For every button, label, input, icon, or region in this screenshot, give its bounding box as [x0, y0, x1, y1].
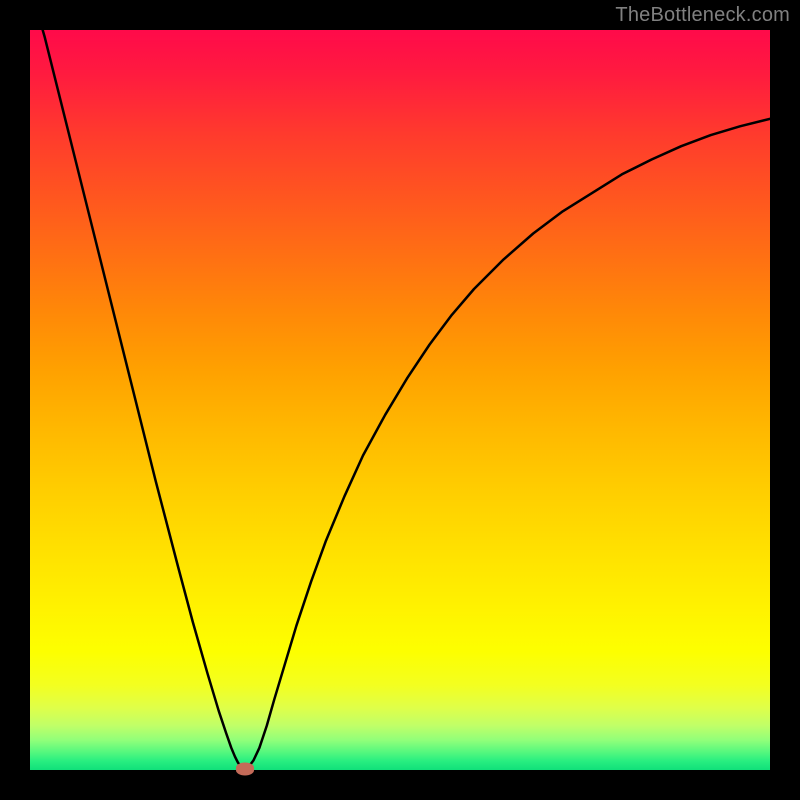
- chart-stage: TheBottleneck.com: [0, 0, 800, 800]
- watermark-text: TheBottleneck.com: [615, 4, 790, 27]
- plot-area: [30, 30, 770, 770]
- bottleneck-curve: [30, 30, 770, 770]
- minimum-marker: [236, 762, 254, 775]
